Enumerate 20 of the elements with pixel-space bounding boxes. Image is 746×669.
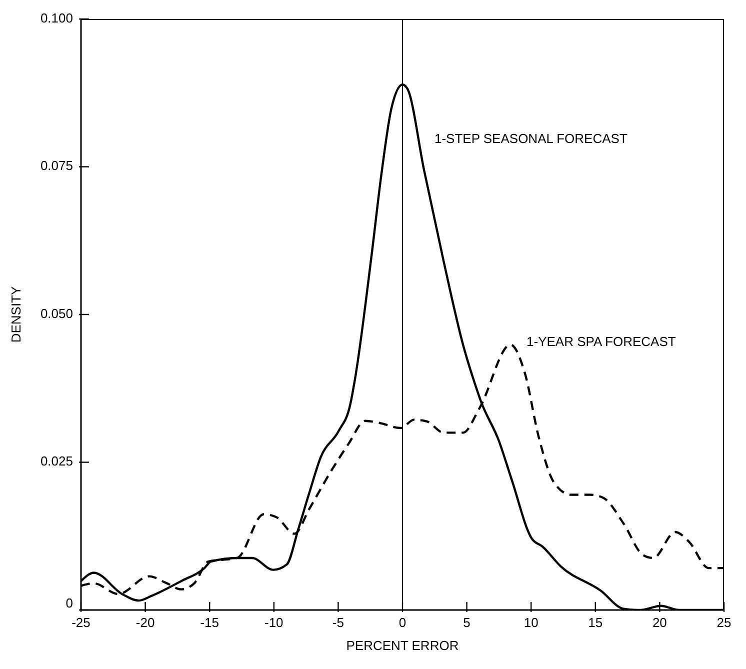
x-tick-label: -25 <box>72 615 90 630</box>
x-tick-label: 10 <box>524 615 538 630</box>
x-tick-label: 15 <box>588 615 603 630</box>
x-tick-label: 25 <box>716 615 732 630</box>
y-tick-label: 0.050 <box>40 306 73 321</box>
x-tick-label: -5 <box>332 615 344 630</box>
x-tick-label: 5 <box>463 615 470 630</box>
x-tick-label: 20 <box>652 615 667 630</box>
series-label: 1-STEP SEASONAL FORECAST <box>434 131 628 146</box>
y-tick-label: 0 <box>66 595 73 610</box>
x-tick-label: -10 <box>264 615 284 630</box>
x-tick-label: -15 <box>200 615 219 630</box>
y-tick-label: 0.075 <box>40 158 73 174</box>
y-axis-title: DENSITY <box>8 286 24 343</box>
x-tick-label: -20 <box>136 615 155 630</box>
x-tick-label: 0 <box>398 615 406 630</box>
y-tick-label: 0.025 <box>40 454 73 469</box>
y-tick-label: 0.100 <box>40 10 73 26</box>
x-axis-title: PERCENT ERROR <box>346 638 459 653</box>
series-label: 1-YEAR SPA FORECAST <box>526 334 676 350</box>
